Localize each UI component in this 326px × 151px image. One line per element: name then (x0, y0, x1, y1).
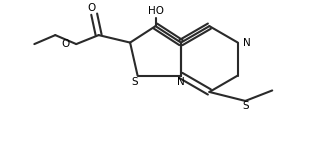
Text: HO: HO (148, 6, 164, 16)
Text: S: S (131, 77, 138, 87)
Text: O: O (88, 3, 96, 13)
Text: N: N (243, 38, 251, 48)
Text: N: N (177, 77, 185, 87)
Text: S: S (243, 101, 249, 111)
Text: O: O (61, 39, 70, 49)
